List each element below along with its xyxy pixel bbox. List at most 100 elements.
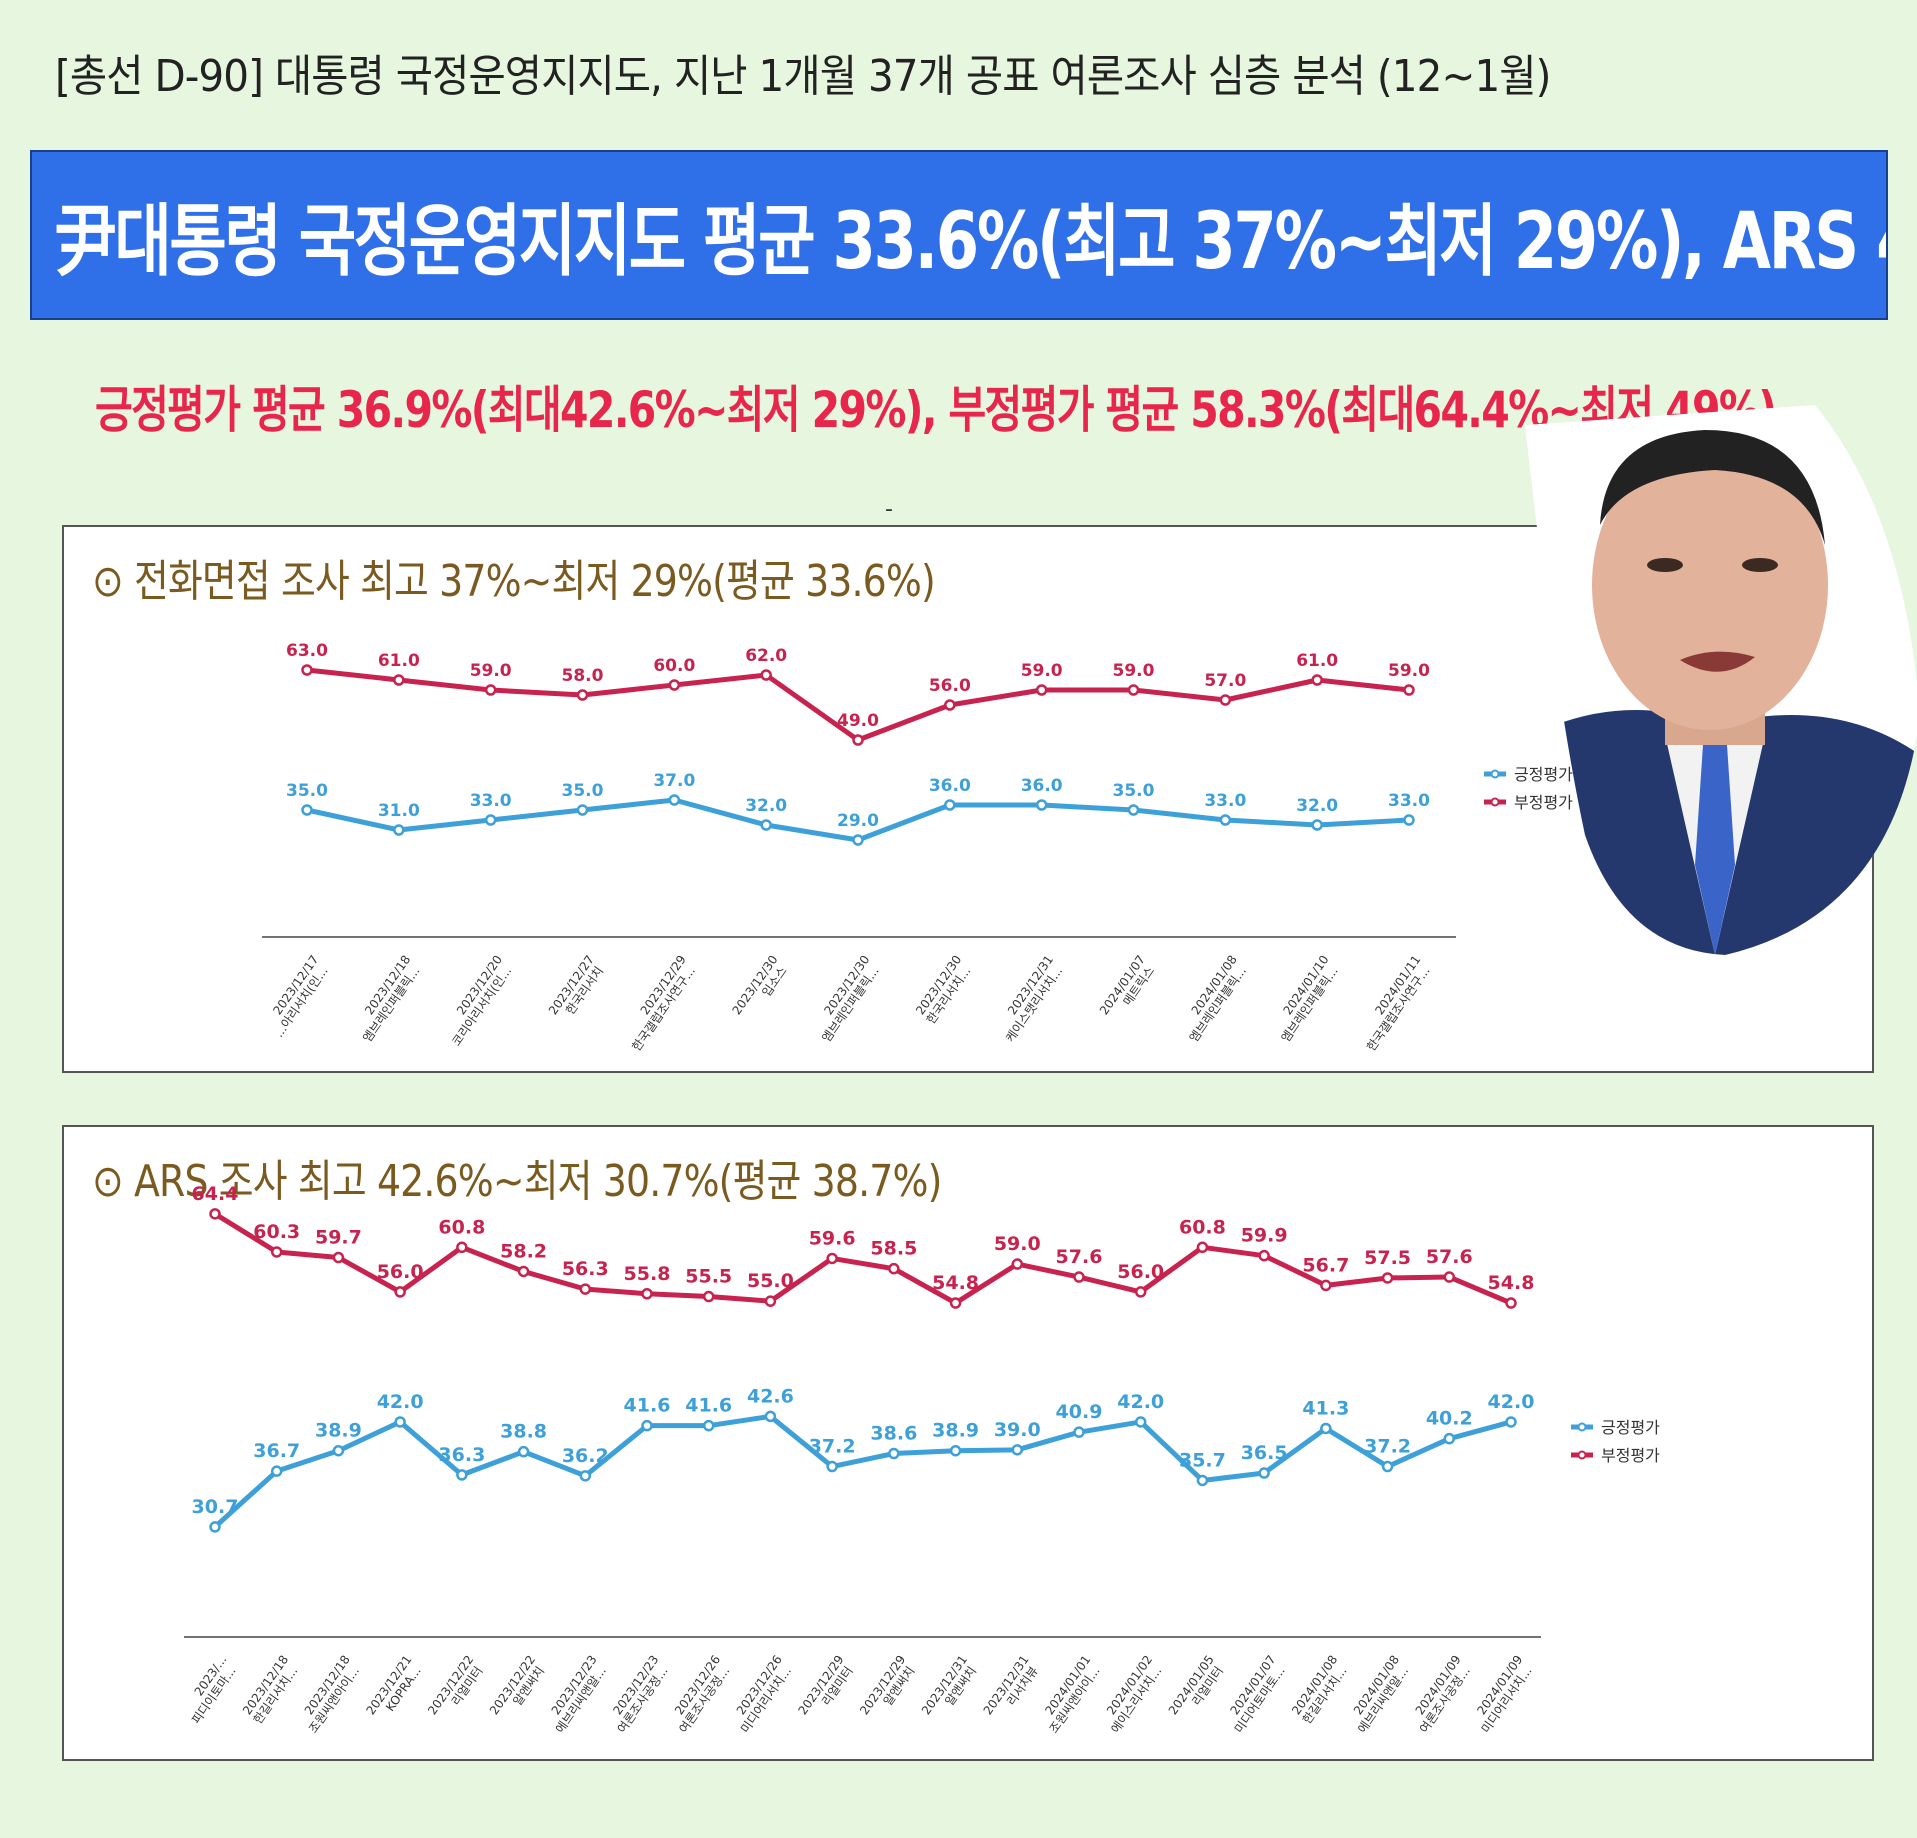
legend-marker: [1490, 797, 1500, 807]
data-point: [456, 1241, 468, 1254]
data-point: [332, 1251, 345, 1264]
data-label: 38.9: [932, 1420, 979, 1442]
data-label: 59.0: [470, 661, 512, 681]
data-point: [484, 684, 497, 696]
data-point: [270, 1246, 283, 1258]
data-point: [517, 1265, 530, 1278]
data-point: [888, 1447, 900, 1460]
legend-label: 부정평가: [1514, 793, 1573, 812]
legend-marker: [1577, 1422, 1587, 1432]
data-label: 33.0: [1388, 791, 1430, 811]
data-label: 38.8: [500, 1421, 547, 1443]
data-point: [1320, 1279, 1332, 1292]
data-point: [944, 699, 956, 711]
data-label: 55.0: [747, 1270, 794, 1292]
data-point: [944, 799, 956, 811]
data-label: 41.6: [685, 1395, 732, 1417]
data-label: 29.0: [837, 811, 879, 831]
data-point: [764, 1410, 777, 1423]
data-point: [1311, 819, 1323, 831]
data-label: 58.0: [562, 666, 604, 686]
separator-dash: -: [885, 497, 893, 522]
top-title: [총선 D-90] 대통령 국정운영지지도, 지난 1개월 37개 공표 여론조…: [55, 51, 1551, 102]
data-point: [1258, 1467, 1270, 1479]
data-point: [1381, 1460, 1394, 1473]
data-point: [393, 674, 405, 686]
headline-banner: 尹대통령 국정운영지지도 평균 33.6%(최고 37%~최저 29%), AR…: [30, 150, 1888, 320]
data-point: [209, 1208, 221, 1220]
data-label: 32.0: [745, 796, 787, 816]
chart-title: ⊙ 전화면접 조사 최고 37%~최저 29%(평균 33.6%): [92, 556, 936, 607]
data-label: 61.0: [378, 651, 420, 671]
data-point: [852, 734, 864, 746]
data-point: [826, 1252, 838, 1265]
data-label: 30.7: [192, 1496, 239, 1518]
data-label: 35.0: [562, 781, 604, 801]
data-point: [1127, 804, 1140, 816]
data-point: [1505, 1297, 1517, 1309]
data-label: 37.2: [809, 1436, 856, 1458]
data-point: [301, 804, 313, 816]
data-point: [1073, 1426, 1085, 1438]
legend-label: 긍정평가: [1601, 1418, 1660, 1437]
data-label: 59.6: [809, 1227, 856, 1249]
data-point: [301, 664, 313, 676]
data-point: [456, 1469, 468, 1481]
data-point: [888, 1262, 900, 1275]
data-label: 56.7: [1302, 1254, 1349, 1276]
data-point: [579, 1283, 592, 1295]
data-point: [668, 794, 681, 806]
data-point: [394, 1416, 406, 1428]
data-label: 42.0: [377, 1391, 424, 1413]
data-point: [1011, 1444, 1024, 1456]
data-label: 62.0: [745, 646, 787, 666]
data-point: [1035, 799, 1048, 811]
data-point: [579, 1470, 592, 1482]
data-point: [1443, 1271, 1456, 1283]
data-label: 57.5: [1364, 1247, 1411, 1269]
data-point: [1311, 674, 1323, 686]
data-point: [852, 834, 864, 846]
data-point: [1073, 1271, 1085, 1283]
data-label: 59.0: [1388, 661, 1430, 681]
data-label: 58.2: [500, 1240, 547, 1262]
data-point: [826, 1460, 838, 1473]
data-label: 59.7: [315, 1227, 362, 1249]
data-label: 36.5: [1241, 1442, 1288, 1464]
data-label: 60.8: [438, 1216, 485, 1238]
data-label: 57.6: [1426, 1246, 1473, 1268]
data-point: [332, 1444, 345, 1457]
data-point: [393, 824, 405, 836]
data-label: 54.8: [932, 1272, 979, 1294]
data-label: 55.5: [685, 1266, 732, 1288]
data-point: [1219, 694, 1232, 706]
data-label: 60.8: [1179, 1216, 1226, 1238]
data-label: 59.9: [1241, 1225, 1288, 1247]
legend-label: 부정평가: [1601, 1446, 1660, 1465]
data-label: 60.0: [653, 656, 695, 676]
data-label: 59.0: [994, 1233, 1041, 1255]
data-point: [1320, 1422, 1332, 1435]
data-label: 41.6: [624, 1395, 671, 1417]
data-label: 35.0: [1113, 781, 1155, 801]
data-label: 54.8: [1488, 1272, 1535, 1294]
phone-survey-chart: 35.0 31.0 33.0 35.0 37.0 32.0 29.0 36.0 36.0 35.0…: [262, 641, 1573, 1054]
data-label: 56.0: [929, 676, 971, 696]
data-label: 33.0: [1204, 791, 1246, 811]
data-point: [641, 1288, 653, 1300]
data-label: 57.6: [1056, 1246, 1103, 1268]
ars-survey-chart-panel: ⊙ ARS 조사 최고 42.6%~최저 30.7%(평균 38.7%) 30.…: [62, 1125, 1874, 1761]
data-label: 37.2: [1364, 1436, 1411, 1458]
data-point: [641, 1419, 653, 1432]
data-point: [1134, 1286, 1147, 1298]
data-point: [209, 1521, 221, 1533]
legend-label: 긍정평가: [1514, 765, 1573, 784]
data-label: 59.0: [1021, 661, 1063, 681]
data-label: 49.0: [837, 711, 879, 731]
data-point: [668, 679, 681, 691]
data-point: [517, 1445, 530, 1458]
data-point: [1127, 684, 1140, 696]
data-label: 61.0: [1296, 651, 1338, 671]
data-point: [764, 1295, 777, 1307]
data-label: 40.9: [1056, 1401, 1103, 1423]
